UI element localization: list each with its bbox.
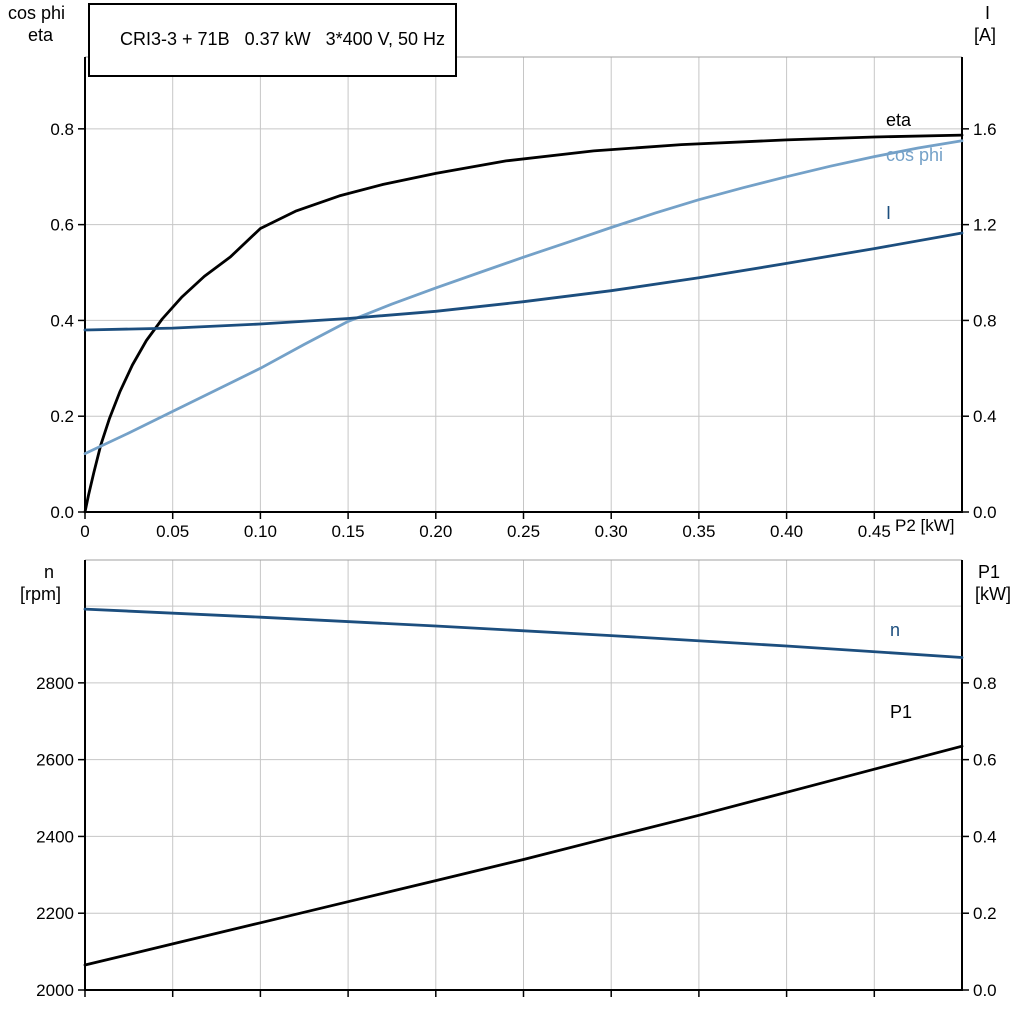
- x-tick-label: 0.15: [332, 522, 365, 541]
- x-tick-label: 0.25: [507, 522, 540, 541]
- cos-phi-curve: [83, 139, 964, 456]
- y-tick-label-right: 0.0: [973, 981, 997, 1000]
- curve-label-n: n: [890, 620, 901, 640]
- top-left-axis-label-eta: eta: [28, 25, 54, 45]
- chart-title-box: CRI3-3 + 71B 0.37 kW 3*400 V, 50 Hz: [88, 3, 458, 77]
- y-tick-label-right: 0.8: [973, 674, 997, 693]
- top-right-axis-label-unit: [A]: [974, 25, 997, 45]
- y-tick-label-left: 0.0: [50, 503, 74, 522]
- y-tick-label-right: 1.6: [973, 120, 997, 139]
- x-tick-label: 0.05: [156, 522, 189, 541]
- x-tick-label: 0.30: [595, 522, 628, 541]
- y-tick-label-right: 0.6: [973, 751, 997, 770]
- n-curve: [83, 607, 964, 659]
- curve-label-cosphi: cos phi: [886, 145, 944, 165]
- p1-curve: [83, 744, 964, 967]
- y-tick-label-left: 2800: [36, 674, 74, 693]
- y-tick-label-right: 0.8: [973, 311, 997, 330]
- bottom-left-axis-label-unit: [rpm]: [20, 584, 62, 604]
- x-tick-label: 0.10: [244, 522, 277, 541]
- y-tick-label-left: 0.4: [50, 311, 74, 330]
- y-tick-label-right: 1.2: [973, 216, 997, 235]
- bottom-left-axis-label-n: n: [44, 562, 55, 582]
- eta-curve: [83, 133, 964, 514]
- top-left-axis-label-cosphi: cos phi: [8, 3, 66, 23]
- i-curve: [83, 231, 964, 332]
- y-tick-label-left: 2200: [36, 904, 74, 923]
- y-tick-label-left: 0.6: [50, 216, 74, 235]
- y-tick-label-right: 0.2: [973, 904, 997, 923]
- y-tick-label-right: 0.4: [973, 827, 997, 846]
- y-tick-label-right: 0.0: [973, 503, 997, 522]
- chart-title: CRI3-3 + 71B 0.37 kW 3*400 V, 50 Hz: [120, 29, 446, 49]
- y-tick-label-left: 2000: [36, 981, 74, 1000]
- x-tick-label: 0.20: [419, 522, 452, 541]
- top-right-axis-label-i: I: [985, 3, 991, 23]
- x-tick-label: 0.40: [770, 522, 803, 541]
- y-tick-label-right: 0.4: [973, 407, 997, 426]
- y-tick-label-left: 0.8: [50, 120, 74, 139]
- y-tick-label-left: 0.2: [50, 407, 74, 426]
- x-tick-label: 0.35: [682, 522, 715, 541]
- y-tick-label-left: 2400: [36, 827, 74, 846]
- bottom-right-axis-label-unit: [kW]: [975, 584, 1011, 604]
- x-axis-label: P2 [kW]: [895, 516, 955, 535]
- x-tick-label: 0.45: [858, 522, 891, 541]
- curve-label-p1: P1: [890, 702, 913, 722]
- x-tick-label: 0: [80, 522, 89, 541]
- y-tick-label-left: 2600: [36, 751, 74, 770]
- curve-label-i: I: [886, 203, 892, 223]
- curve-label-eta: eta: [886, 110, 912, 130]
- bottom-right-axis-label-p1: P1: [978, 562, 1001, 582]
